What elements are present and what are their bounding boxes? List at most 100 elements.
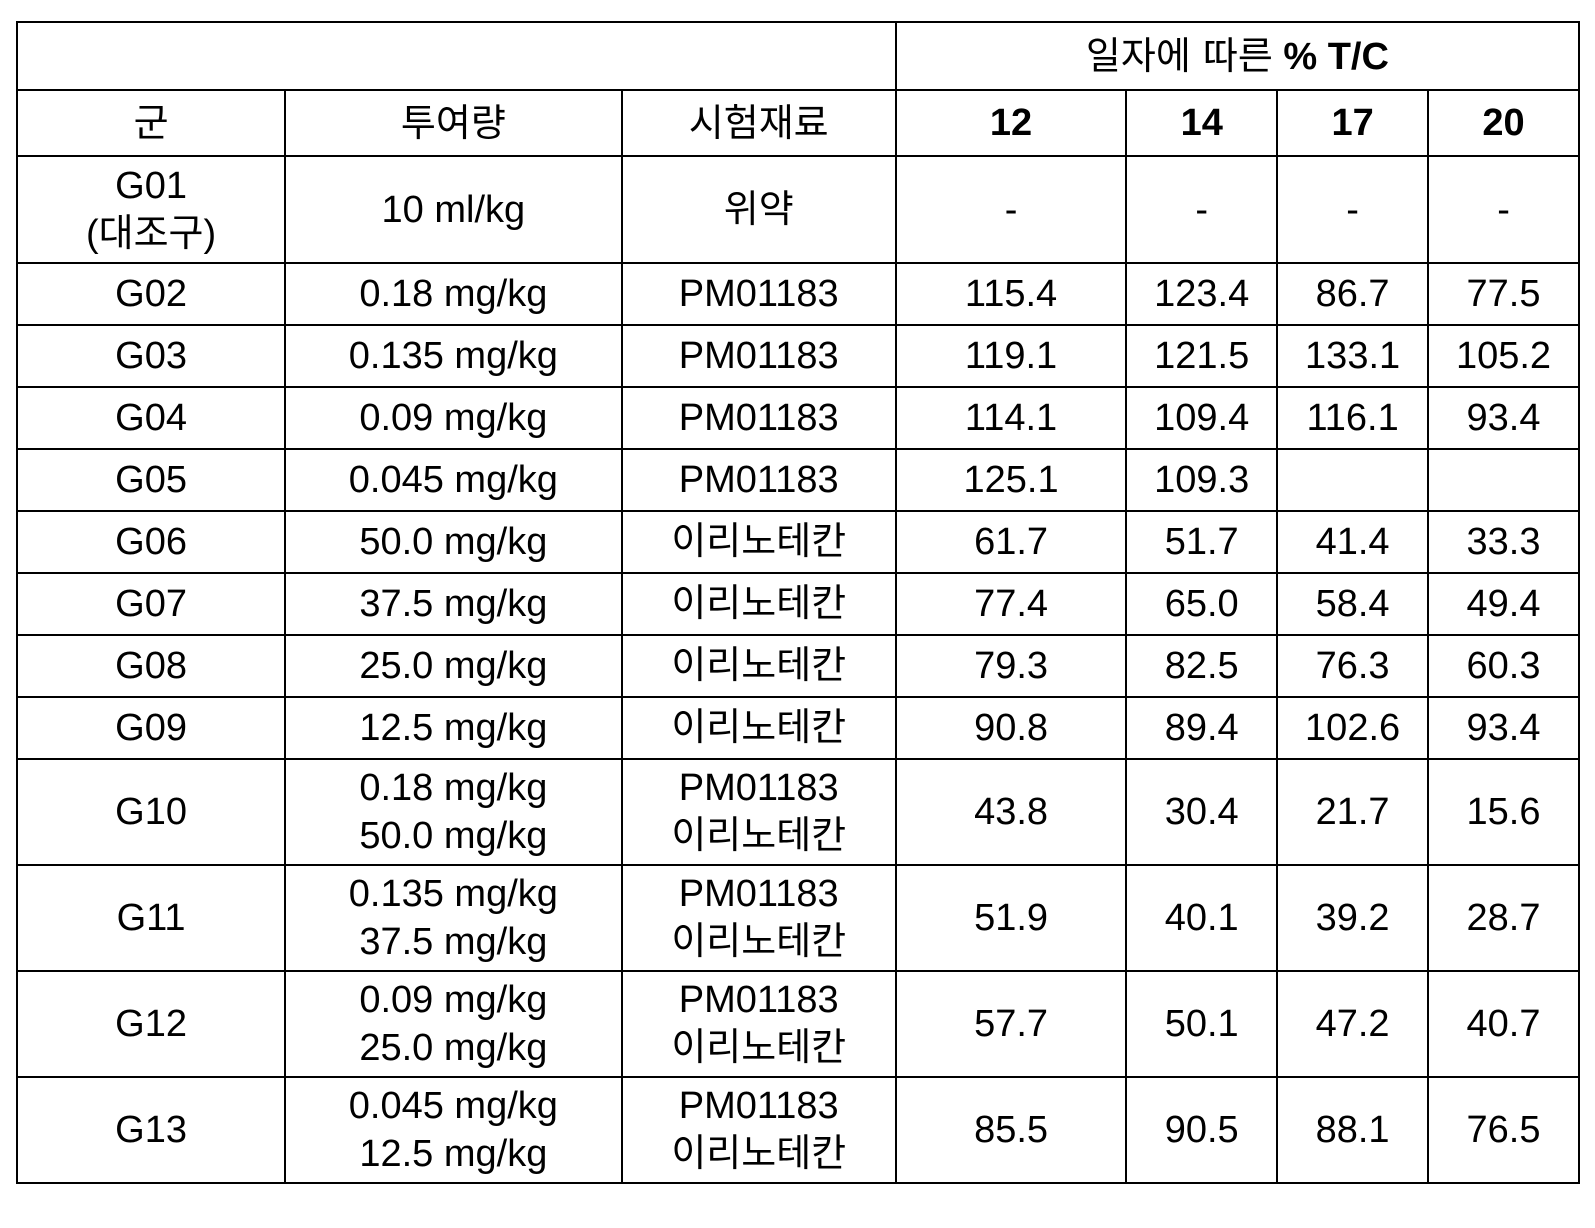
- material-cell: PM01183 이리노테칸: [620, 1076, 897, 1184]
- group-cell: G04: [15, 386, 287, 450]
- group-cell: G10: [15, 758, 287, 866]
- dose-cell: 37.5 mg/kg: [284, 572, 623, 636]
- day-17-value: 133.1: [1276, 324, 1430, 388]
- day-20-value: 77.5: [1427, 262, 1580, 326]
- day-14-value: 109.4: [1125, 386, 1279, 450]
- day-17-value: 21.7: [1276, 758, 1430, 866]
- dose-cell-line: 12.5 mg/kg: [359, 707, 548, 749]
- group-cell: G05: [15, 448, 287, 512]
- day-17-value: 86.7: [1276, 262, 1430, 326]
- material-cell-line: 이리노테칸: [671, 1027, 847, 1069]
- group-cell-line: G01: [115, 164, 187, 207]
- material-cell-line: 이리노테칸: [671, 1133, 847, 1175]
- dose-cell: 0.18 mg/kg: [284, 262, 623, 326]
- table-row: G04 0.09 mg/kg PM01183 114.1 109.4 116.1 93.4: [15, 386, 1580, 450]
- dose-cell-line: 0.045 mg/kg: [348, 1085, 558, 1127]
- dose-cell-line: 0.135 mg/kg: [348, 873, 558, 915]
- table-row: G01 (대조구) 10 ml/kg 위약 - - - -: [15, 155, 1580, 264]
- day-17-value: -: [1276, 155, 1430, 264]
- day-14-value: 50.1: [1125, 970, 1279, 1078]
- day-14-value: 51.7: [1125, 510, 1279, 574]
- group-cell-line: G03: [115, 335, 187, 377]
- day-14-value: 89.4: [1125, 696, 1279, 760]
- group-cell: G12: [15, 970, 287, 1078]
- dose-cell-line: 50.0 mg/kg: [359, 521, 548, 563]
- dose-cell: 0.09 mg/kg 25.0 mg/kg: [284, 970, 623, 1078]
- material-cell-line: 이리노테칸: [671, 583, 847, 625]
- material-cell-line: PM01183: [678, 873, 839, 915]
- dose-cell: 0.135 mg/kg 37.5 mg/kg: [284, 864, 623, 972]
- group-cell-line: G04: [115, 397, 187, 439]
- column-header-day-17: 17: [1276, 89, 1430, 157]
- day-20-value: 40.7: [1427, 970, 1580, 1078]
- day-14-value: 109.3: [1125, 448, 1279, 512]
- table-row: G09 12.5 mg/kg 이리노테칸 90.8 89.4 102.6 93.4: [15, 696, 1580, 760]
- day-20-value: 76.5: [1427, 1076, 1580, 1184]
- group-cell: G08: [15, 634, 287, 698]
- day-12-value: 43.8: [894, 758, 1128, 866]
- table-row: G06 50.0 mg/kg 이리노테칸 61.7 51.7 41.4 33.3: [15, 510, 1580, 574]
- dose-cell: 0.09 mg/kg: [284, 386, 623, 450]
- group-cell: G07: [15, 572, 287, 636]
- dose-cell-line: 0.18 mg/kg: [359, 767, 548, 809]
- group-cell-line: G09: [115, 707, 187, 749]
- day-20-value: 93.4: [1427, 696, 1580, 760]
- material-cell-line: 위약: [723, 188, 794, 231]
- day-17-value: 116.1: [1276, 386, 1430, 450]
- table-column-header-row: 군 투여량 시험재료 12 14 17 20: [15, 89, 1580, 157]
- group-cell-line: G08: [115, 645, 187, 687]
- day-20-value: 93.4: [1427, 386, 1580, 450]
- material-cell: 이리노테칸: [620, 696, 897, 760]
- day-12-value: -: [894, 155, 1128, 264]
- group-cell-line: (대조구): [85, 212, 217, 255]
- day-12-value: 51.9: [894, 864, 1128, 972]
- day-20-value: 105.2: [1427, 324, 1580, 388]
- material-cell: 위약: [620, 155, 897, 264]
- day-12-value: 61.7: [894, 510, 1128, 574]
- group-cell-line: G06: [115, 521, 187, 563]
- material-cell: PM01183: [620, 262, 897, 326]
- dose-cell-line: 0.18 mg/kg: [359, 273, 548, 315]
- dose-cell-line: 10 ml/kg: [381, 188, 526, 231]
- dose-cell-line: 0.045 mg/kg: [348, 459, 558, 501]
- material-cell: PM01183 이리노테칸: [620, 970, 897, 1078]
- table-row: G05 0.045 mg/kg PM01183 125.1 109.3: [15, 448, 1580, 512]
- group-cell-line: G02: [115, 273, 187, 315]
- material-cell: 이리노테칸: [620, 510, 897, 574]
- material-cell: PM01183 이리노테칸: [620, 864, 897, 972]
- day-17-value: 76.3: [1276, 634, 1430, 698]
- day-12-value: 79.3: [894, 634, 1128, 698]
- group-cell-line: G12: [115, 1003, 187, 1045]
- day-14-value: 121.5: [1125, 324, 1279, 388]
- material-cell-line: 이리노테칸: [671, 815, 847, 857]
- dose-cell-line: 0.135 mg/kg: [348, 335, 558, 377]
- table-row: G02 0.18 mg/kg PM01183 115.4 123.4 86.7 77.5: [15, 262, 1580, 326]
- column-header-day-20: 20: [1427, 89, 1580, 157]
- day-17-value: 58.4: [1276, 572, 1430, 636]
- day-14-value: 90.5: [1125, 1076, 1279, 1184]
- day-17-value: 47.2: [1276, 970, 1430, 1078]
- table-row: G07 37.5 mg/kg 이리노테칸 77.4 65.0 58.4 49.4: [15, 572, 1580, 636]
- material-cell: PM01183 이리노테칸: [620, 758, 897, 866]
- column-header-day-12: 12: [894, 89, 1128, 157]
- dose-cell-line: 0.09 mg/kg: [359, 397, 548, 439]
- material-cell-line: 이리노테칸: [671, 921, 847, 963]
- group-cell-line: G11: [116, 897, 186, 939]
- table-row: G10 0.18 mg/kg 50.0 mg/kg PM01183 이리노테칸 43.8 3…: [15, 758, 1580, 866]
- group-cell-line: G10: [115, 791, 187, 833]
- table-row: G03 0.135 mg/kg PM01183 119.1 121.5 133.1 105.…: [15, 324, 1580, 388]
- material-cell: PM01183: [620, 324, 897, 388]
- top-header-blank-cell: [16, 21, 897, 91]
- day-17-value: [1276, 448, 1430, 512]
- tc-results-table: 일자에 따른 % T/C 군 투여량 시험재료 12 14 17 20 G01 (…: [15, 21, 1581, 1184]
- material-cell-line: PM01183: [678, 1085, 839, 1127]
- day-12-value: 57.7: [894, 970, 1128, 1078]
- dose-cell: 50.0 mg/kg: [284, 510, 623, 574]
- column-header-group: 군: [15, 89, 287, 157]
- table-row: G12 0.09 mg/kg 25.0 mg/kg PM01183 이리노테칸 57.7 5…: [15, 970, 1580, 1078]
- material-cell-line: PM01183: [678, 459, 839, 501]
- day-14-value: 40.1: [1125, 864, 1279, 972]
- group-cell: G09: [15, 696, 287, 760]
- dose-cell: 0.18 mg/kg 50.0 mg/kg: [284, 758, 623, 866]
- dose-cell: 12.5 mg/kg: [284, 696, 623, 760]
